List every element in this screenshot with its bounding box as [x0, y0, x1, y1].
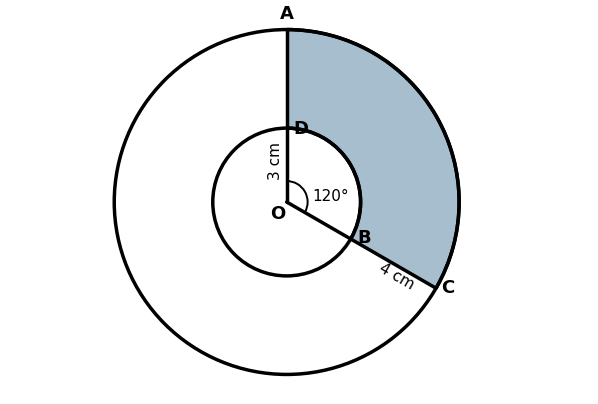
- Text: C: C: [441, 279, 454, 297]
- Text: D: D: [294, 120, 309, 138]
- Text: 3 cm: 3 cm: [268, 142, 283, 180]
- Text: 4 cm: 4 cm: [377, 261, 417, 292]
- Text: B: B: [358, 229, 371, 247]
- Text: 120°: 120°: [313, 189, 349, 204]
- Wedge shape: [286, 29, 459, 288]
- Text: A: A: [280, 5, 294, 23]
- Text: O: O: [270, 205, 285, 223]
- Wedge shape: [286, 128, 361, 239]
